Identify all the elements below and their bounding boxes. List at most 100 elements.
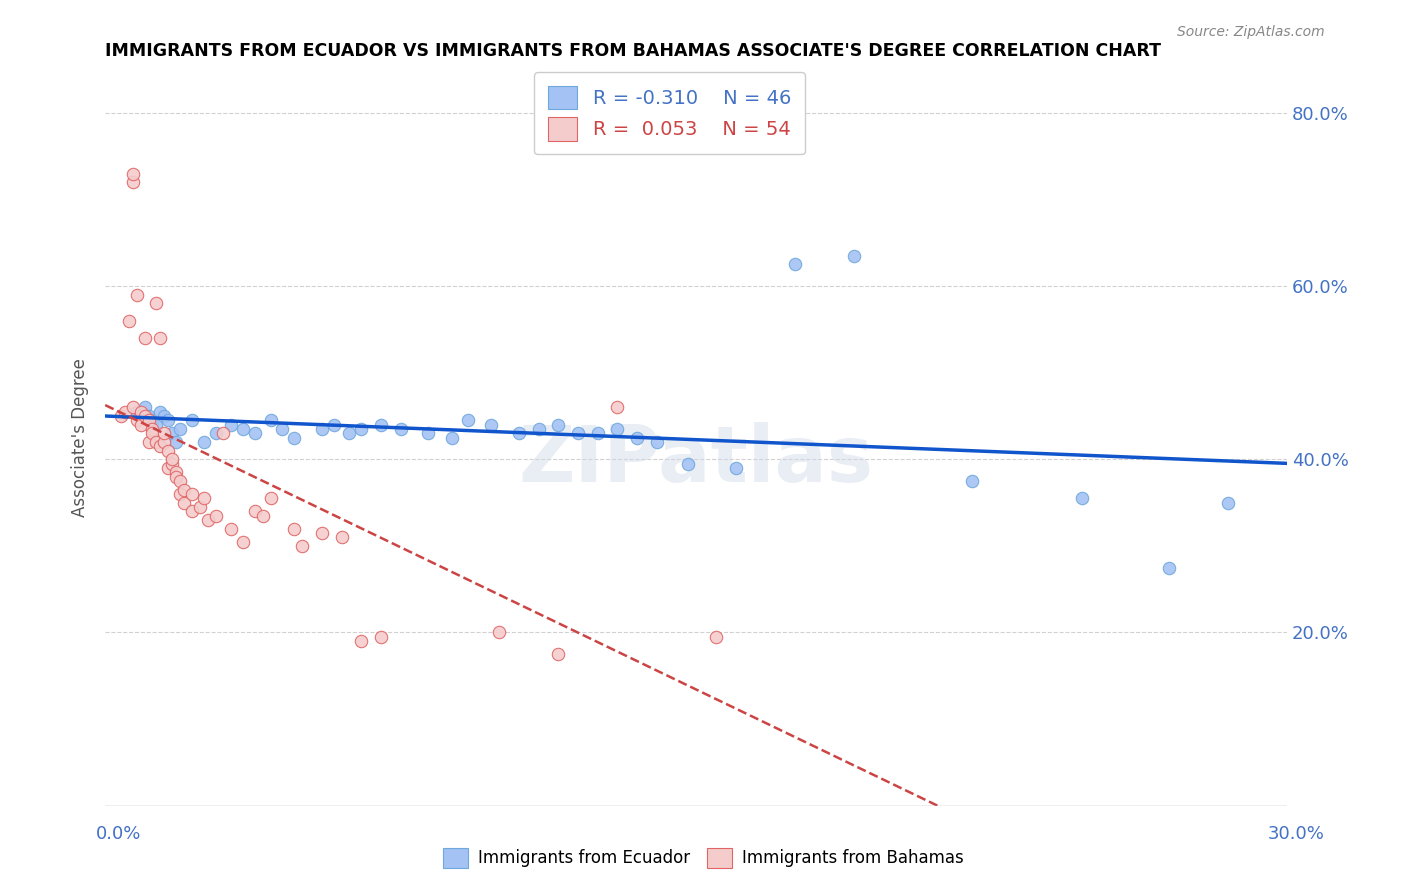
Point [724, 461, 747, 475]
Text: 30.0%: 30.0% [1268, 825, 1324, 843]
Point [160, 426, 183, 441]
Point [138, 434, 160, 449]
Point [193, 434, 215, 449]
Text: ZIPatlas: ZIPatlas [519, 422, 873, 498]
Point [169, 487, 191, 501]
Point [283, 431, 305, 445]
Point [842, 249, 865, 263]
Point [197, 513, 219, 527]
Point [370, 630, 392, 644]
Point [157, 443, 180, 458]
Point [121, 175, 143, 189]
Point [145, 417, 167, 432]
Point [141, 413, 163, 427]
Y-axis label: Associate's Degree: Associate's Degree [72, 359, 89, 517]
Point [153, 434, 176, 449]
Point [389, 422, 412, 436]
Point [440, 431, 463, 445]
Point [243, 504, 266, 518]
Point [479, 417, 502, 432]
Point [125, 413, 148, 427]
Point [311, 422, 333, 436]
Point [180, 504, 202, 518]
Point [118, 314, 141, 328]
Point [1216, 495, 1239, 509]
Point [169, 474, 191, 488]
Point [219, 522, 242, 536]
Point [212, 426, 235, 441]
Point [322, 417, 344, 432]
Point [232, 422, 254, 436]
Text: 0.0%: 0.0% [96, 825, 141, 843]
Point [129, 405, 152, 419]
Point [606, 401, 628, 415]
Point [339, 426, 361, 441]
Point [129, 417, 152, 432]
Point [260, 491, 283, 506]
Point [457, 413, 479, 427]
Point [232, 534, 254, 549]
Point [153, 409, 176, 423]
Point [704, 630, 727, 644]
Point [125, 405, 148, 419]
Point [153, 426, 176, 441]
Point [114, 405, 136, 419]
Point [141, 422, 163, 436]
Point [260, 413, 283, 427]
Point [243, 426, 266, 441]
Point [165, 469, 187, 483]
Point [169, 422, 191, 436]
Point [145, 296, 167, 310]
Point [252, 508, 274, 523]
Point [149, 439, 172, 453]
Point [145, 434, 167, 449]
Point [165, 465, 187, 479]
Point [141, 426, 163, 441]
Point [330, 530, 353, 544]
Legend: R = -0.310    N = 46, R =  0.053    N = 54: R = -0.310 N = 46, R = 0.053 N = 54 [534, 72, 804, 154]
Point [134, 331, 156, 345]
Legend: Immigrants from Ecuador, Immigrants from Bahamas: Immigrants from Ecuador, Immigrants from… [436, 841, 970, 875]
Point [586, 426, 609, 441]
Point [157, 461, 180, 475]
Text: IMMIGRANTS FROM ECUADOR VS IMMIGRANTS FROM BAHAMAS ASSOCIATE'S DEGREE CORRELATIO: IMMIGRANTS FROM ECUADOR VS IMMIGRANTS FR… [105, 42, 1161, 60]
Point [138, 413, 160, 427]
Point [645, 434, 668, 449]
Point [291, 539, 314, 553]
Text: Source: ZipAtlas.com: Source: ZipAtlas.com [1177, 25, 1324, 39]
Point [188, 500, 211, 514]
Point [350, 422, 373, 436]
Point [149, 405, 172, 419]
Point [527, 422, 550, 436]
Point [138, 409, 160, 423]
Point [180, 487, 202, 501]
Point [204, 426, 226, 441]
Point [165, 434, 187, 449]
Point [173, 495, 195, 509]
Point [626, 431, 648, 445]
Point [567, 426, 589, 441]
Point [678, 457, 700, 471]
Point [121, 167, 143, 181]
Point [370, 417, 392, 432]
Point [180, 413, 202, 427]
Point [311, 525, 333, 540]
Point [547, 647, 569, 661]
Point [125, 287, 148, 301]
Point [121, 401, 143, 415]
Point [283, 522, 305, 536]
Point [110, 409, 132, 423]
Point [134, 401, 156, 415]
Point [1071, 491, 1094, 506]
Point [960, 474, 983, 488]
Point [783, 257, 806, 271]
Point [219, 417, 242, 432]
Point [157, 413, 180, 427]
Point [418, 426, 440, 441]
Point [160, 457, 183, 471]
Point [606, 422, 628, 436]
Point [547, 417, 569, 432]
Point [204, 508, 226, 523]
Point [508, 426, 530, 441]
Point [160, 452, 183, 467]
